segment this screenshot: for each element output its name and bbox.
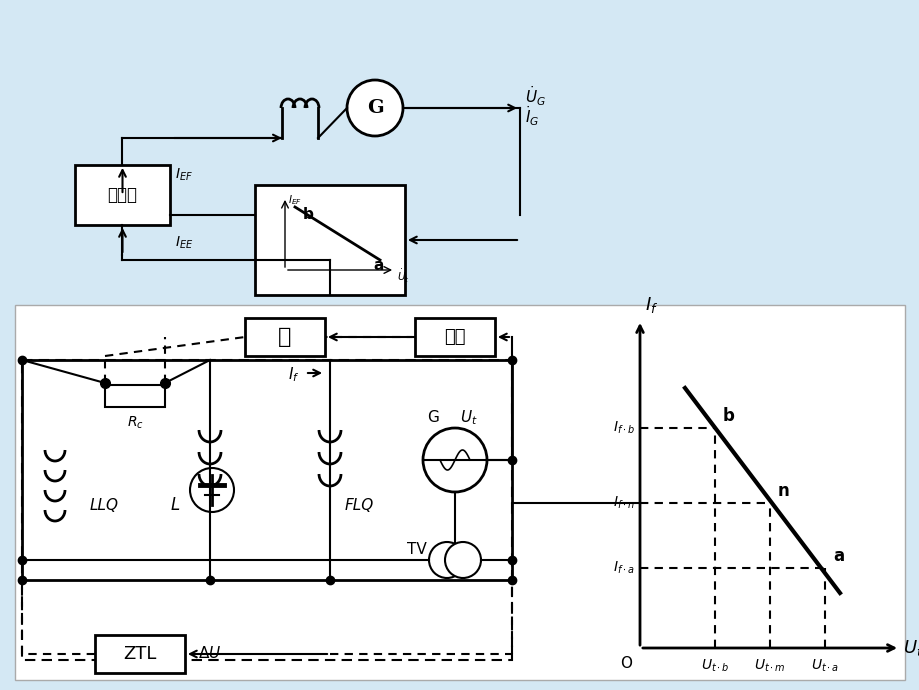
Text: $U_{t\cdot b}$: $U_{t\cdot b}$ [700, 658, 729, 674]
Text: LLQ: LLQ [90, 497, 119, 513]
Text: $R_c$: $R_c$ [127, 415, 143, 431]
Circle shape [428, 542, 464, 578]
Text: $U_t$: $U_t$ [460, 408, 477, 427]
Text: $I_{f\cdot b}$: $I_{f\cdot b}$ [612, 420, 634, 436]
Text: $U_t$: $U_t$ [902, 638, 919, 658]
Text: $\Delta U$: $\Delta U$ [199, 645, 221, 661]
Text: L: L [170, 496, 179, 514]
Text: $\dot{I}_G$: $\dot{I}_G$ [525, 104, 539, 128]
Text: $I_{EF}$: $I_{EF}$ [288, 193, 301, 207]
Text: $U_{t\cdot m}$: $U_{t\cdot m}$ [754, 658, 785, 674]
Circle shape [423, 428, 486, 492]
Text: TV: TV [407, 542, 426, 558]
Text: ZTL: ZTL [123, 645, 156, 663]
Text: 仪表: 仪表 [444, 328, 465, 346]
Text: $I_f$: $I_f$ [644, 295, 658, 315]
Text: $U_{t\cdot a}$: $U_{t\cdot a}$ [810, 658, 838, 674]
Text: $I_{EF}$: $I_{EF}$ [175, 167, 193, 184]
Text: O: O [619, 656, 631, 671]
Circle shape [445, 542, 481, 578]
Circle shape [346, 80, 403, 136]
Text: b: b [302, 207, 313, 222]
Text: G: G [426, 411, 438, 426]
Bar [75, 165, 170, 225]
Bar [15, 305, 904, 680]
Bar [22, 360, 512, 660]
Bar [105, 385, 165, 407]
Text: FLQ: FLQ [345, 497, 374, 513]
Text: 人: 人 [278, 327, 291, 347]
Bar [414, 318, 494, 356]
Bar [244, 318, 324, 356]
Text: 励磁机: 励磁机 [108, 186, 137, 204]
Text: $I_f$: $I_f$ [289, 366, 300, 384]
Text: $\dot{U}_G$: $\dot{U}_G$ [525, 84, 546, 108]
Bar [95, 635, 185, 673]
Text: $I_{f\cdot n}$: $I_{f\cdot n}$ [612, 495, 634, 511]
Text: $\dot{U}_t$: $\dot{U}_t$ [397, 268, 409, 285]
Text: $I_{f\cdot a}$: $I_{f\cdot a}$ [613, 560, 634, 576]
Text: n: n [777, 482, 789, 500]
Text: G: G [367, 99, 383, 117]
Bar [22, 360, 512, 580]
Text: $I_{EE}$: $I_{EE}$ [175, 235, 193, 251]
Text: a: a [372, 258, 383, 273]
Text: b: b [722, 407, 734, 425]
Bar [255, 185, 404, 295]
Text: a: a [832, 547, 844, 565]
